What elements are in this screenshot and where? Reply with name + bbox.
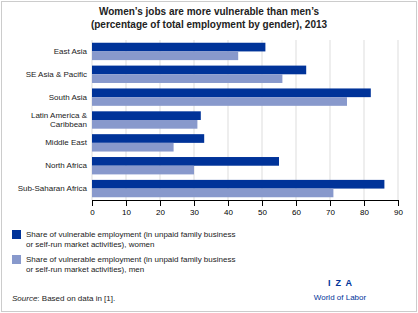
x-tick-label: 20 (156, 208, 165, 217)
y-tick: Middle East (45, 138, 88, 147)
x-tick-mark (296, 200, 297, 206)
legend-swatch (12, 230, 21, 239)
y-tick-label: Middle East (45, 138, 88, 147)
x-tick: 30 (190, 200, 199, 217)
x-tick: 70 (326, 200, 335, 217)
y-tick-label: South Asia (49, 93, 88, 102)
y-tick-label-line: Latin America & (31, 111, 88, 120)
frame (2, 2, 417, 312)
grid-line (296, 40, 297, 200)
y-tick: East Asia (54, 47, 88, 56)
y-tick-label-line: Sub-Saharan Africa (18, 184, 88, 193)
bar (92, 88, 371, 97)
y-tick-label-line: North Africa (45, 161, 87, 170)
x-tick-label: 30 (190, 208, 199, 217)
grid-line (364, 40, 365, 200)
bar (92, 180, 384, 189)
y-tick-label-line: East Asia (54, 47, 88, 56)
bar (92, 66, 306, 75)
bar (92, 111, 201, 120)
y-axis: East Asia SE Asia & Pacific South Asia Lati… (18, 47, 88, 193)
legend-label: Share of vulnerable employment (in unpai… (26, 230, 235, 249)
grid-line (398, 40, 399, 200)
y-tick: SE Asia & Pacific (26, 70, 87, 79)
y-tick-label-line: Caribbean (50, 120, 87, 129)
x-tick-mark (194, 200, 195, 206)
bar (92, 166, 194, 175)
y-tick-label: Sub-Saharan Africa (18, 184, 88, 193)
bar (92, 74, 282, 83)
bar (92, 43, 265, 52)
x-tick: 80 (360, 200, 369, 217)
x-tick-label: 10 (122, 208, 131, 217)
x-tick-mark (330, 200, 331, 206)
y-tick: North Africa (45, 161, 87, 170)
x-tick: 50 (258, 200, 267, 217)
x-tick: 10 (122, 200, 131, 217)
x-tick: 60 (292, 200, 301, 217)
bars (92, 43, 384, 198)
x-tick-label: 50 (258, 208, 267, 217)
x-tick-mark (92, 200, 93, 206)
x-axis-line (93, 200, 399, 201)
grid-line (330, 40, 331, 200)
y-tick-label-line: South Asia (49, 93, 88, 102)
x-tick-mark (126, 200, 127, 206)
legend-label-line: Share of vulnerable employment (in unpai… (26, 255, 235, 264)
source: Source: Based on data in [1]. (12, 294, 115, 303)
x-tick: 20 (156, 200, 165, 217)
bar (92, 97, 347, 106)
x-tick: 90 (394, 200, 403, 217)
bar (92, 134, 204, 143)
legend-item: Share of vulnerable employment (in unpai… (12, 230, 235, 249)
y-tick-label-line: SE Asia & Pacific (26, 70, 87, 79)
subtitle: (percentage of total employment by gende… (91, 19, 328, 30)
y-tick-label: Latin America &Caribbean (31, 111, 88, 129)
legend: Share of vulnerable employment (in unpai… (12, 230, 235, 274)
source-rest: : Based on data in [1]. (37, 294, 115, 303)
legend-label-line: Share of vulnerable employment (in unpai… (26, 230, 235, 239)
y-tick-label-line: Middle East (45, 138, 88, 147)
logo-subtext: World of Labor (314, 293, 367, 302)
grid (92, 40, 398, 200)
x-tick: 0 (90, 200, 95, 217)
x-tick-mark (262, 200, 263, 206)
y-tick-label: East Asia (54, 47, 88, 56)
y-tick: Latin America &Caribbean (31, 111, 88, 129)
x-tick-label: 0 (90, 208, 95, 217)
legend-label-line: or self-run market activities), women (26, 240, 154, 249)
x-tick-label: 80 (360, 208, 369, 217)
x-tick-mark (160, 200, 161, 206)
y-tick-label: SE Asia & Pacific (26, 70, 87, 79)
legend-item: Share of vulnerable employment (in unpai… (12, 255, 235, 274)
bar (92, 143, 174, 152)
x-tick-label: 70 (326, 208, 335, 217)
y-tick: Sub-Saharan Africa (18, 184, 88, 193)
y-tick-label: North Africa (45, 161, 87, 170)
x-tick-label: 60 (292, 208, 301, 217)
legend-swatch (12, 255, 21, 264)
grid-line (262, 40, 263, 200)
x-tick-label: 90 (394, 208, 403, 217)
x-tick-label: 40 (224, 208, 233, 217)
bar (92, 157, 279, 166)
bar (92, 120, 197, 129)
logo-text: I Z A (328, 278, 353, 288)
source-italic: Source (12, 294, 38, 303)
x-axis: 0 10 20 30 40 50 60 70 80 90 (90, 200, 403, 217)
bar (92, 189, 333, 198)
grid-line (228, 40, 229, 200)
legend-label-line: or self-run market activities), men (26, 265, 144, 274)
chart: Women’s jobs are more vulnerable than me… (0, 0, 418, 313)
x-tick: 40 (224, 200, 233, 217)
bar (92, 51, 238, 60)
x-tick-mark (398, 200, 399, 206)
y-tick: South Asia (49, 93, 88, 102)
legend-label: Share of vulnerable employment (in unpai… (26, 255, 235, 274)
x-tick-mark (228, 200, 229, 206)
x-tick-mark (364, 200, 365, 206)
title: Women’s jobs are more vulnerable than me… (99, 6, 320, 17)
